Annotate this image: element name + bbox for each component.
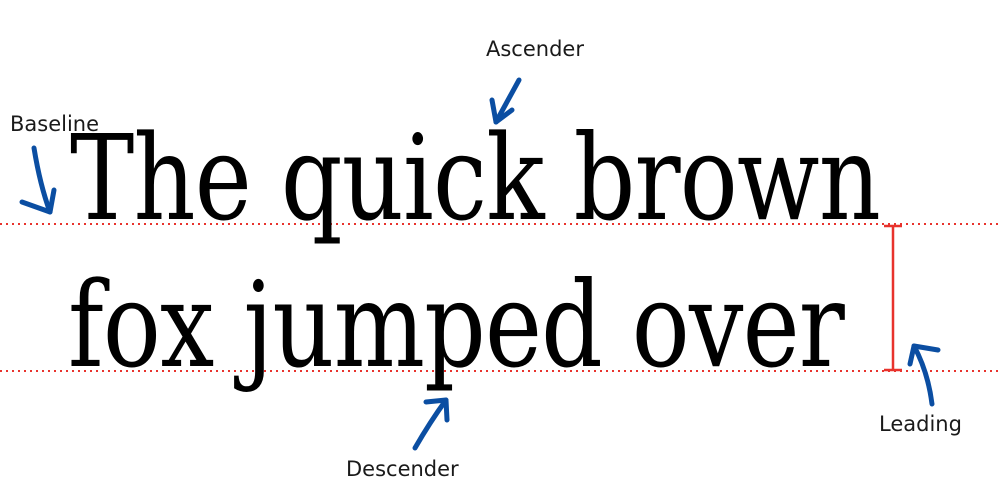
leading-bracket	[884, 224, 902, 372]
curved-arrow-icon	[19, 145, 57, 215]
curved-arrow-icon	[489, 77, 522, 125]
leading-label: Leading	[879, 412, 962, 436]
curved-arrow-icon	[412, 397, 450, 451]
sample-text-line-2: fox jumped over	[68, 256, 845, 394]
sample-text-line-1: The quick brown	[70, 109, 880, 247]
descender-label: Descender	[346, 457, 459, 481]
curved-arrow-icon	[907, 343, 941, 407]
ascender-label: Ascender	[486, 37, 584, 61]
baseline-label: Baseline	[10, 112, 99, 136]
